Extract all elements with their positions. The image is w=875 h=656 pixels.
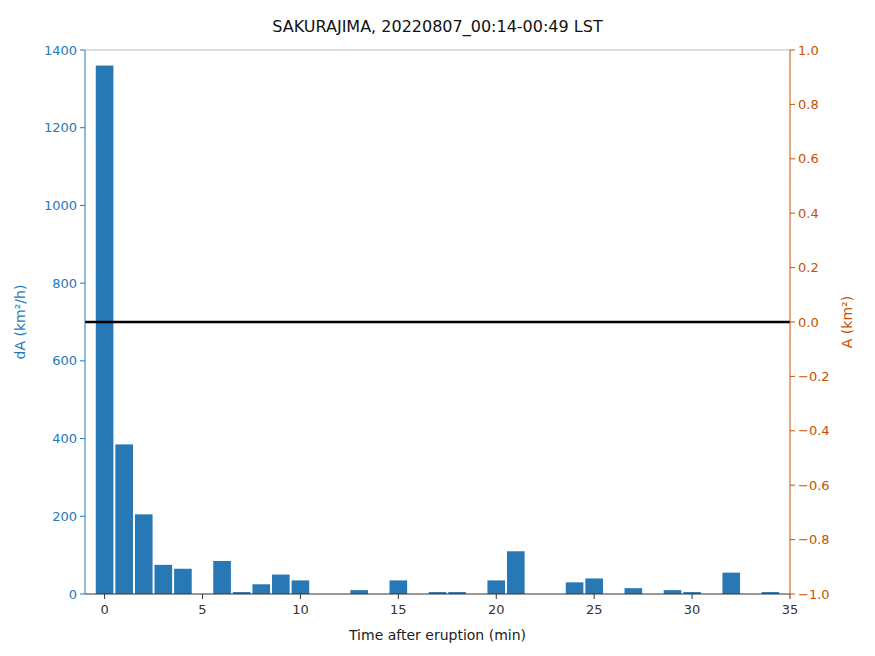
y-axis-line [85, 50, 86, 594]
title: SAKURAJIMA, 20220807_00:14-00:49 LST [272, 17, 603, 37]
y2-tick [790, 267, 795, 268]
x-axis-line [85, 594, 790, 595]
y2-axis-label: A (km²) [839, 296, 855, 348]
bar [566, 582, 584, 594]
x-tick [496, 594, 497, 599]
bar [390, 580, 408, 594]
y-tick [80, 438, 85, 439]
y2-tick [790, 104, 795, 105]
chart: 0 5 10 15 20 25 30 35 0 200 400 600 800 1000 1200 1400 −… [0, 0, 875, 656]
y2-tick [790, 322, 795, 323]
y-tick [80, 127, 85, 128]
bar [252, 584, 270, 594]
y2-tick-label: 0.4 [798, 206, 819, 221]
y-tick [80, 594, 85, 595]
y2-tick-label: −0.8 [798, 532, 830, 547]
bar [487, 580, 505, 594]
y-tick [80, 205, 85, 206]
y-tick-label: 200 [52, 509, 77, 524]
bar [350, 590, 368, 594]
y2-tick-label: −0.6 [798, 478, 830, 493]
reference-lines [85, 322, 790, 323]
bar [507, 551, 525, 594]
bar [115, 444, 133, 594]
y2-tick-label: 0.8 [798, 97, 819, 112]
x-tick-label: 30 [684, 602, 701, 617]
bar [664, 590, 682, 594]
y-tick-label: 1400 [44, 43, 77, 58]
x-tick [300, 594, 301, 599]
y-tick-label: 400 [52, 431, 77, 446]
y2-tick-label: −0.4 [798, 423, 830, 438]
x-tick [790, 594, 791, 599]
x-tick-label: 5 [198, 602, 206, 617]
reference-line [85, 321, 790, 324]
y2-tick-label: 0.6 [798, 151, 819, 166]
bar [272, 575, 290, 594]
bars [96, 66, 779, 594]
y2-tick [790, 430, 795, 431]
x-tick-label: 20 [488, 602, 505, 617]
y2-tick [790, 158, 795, 159]
x-tick-label: 25 [586, 602, 603, 617]
y-tick-label: 600 [52, 353, 77, 368]
y-tick [80, 50, 85, 51]
y-tick-label: 1200 [44, 120, 77, 135]
x-tick-label: 15 [390, 602, 407, 617]
y2-tick [790, 213, 795, 214]
bar [292, 580, 310, 594]
bar [625, 588, 643, 594]
y-axis-label: dA (km²/h) [12, 285, 28, 360]
y2-tick [790, 485, 795, 486]
x-tick-label: 35 [782, 602, 799, 617]
y2-tick-label: 0.0 [798, 315, 819, 330]
y2-tick [790, 376, 795, 377]
bar [174, 569, 192, 594]
y-tick-label: 0 [69, 587, 77, 602]
y2-tick-label: −1.0 [798, 587, 830, 602]
x-tick [594, 594, 595, 599]
y-tick [80, 283, 85, 284]
y2-tick [790, 539, 795, 540]
y2-tick-label: 0.2 [798, 260, 819, 275]
y-tick [80, 360, 85, 361]
top-frame-line [85, 50, 790, 51]
y-tick-label: 800 [52, 276, 77, 291]
bar [213, 561, 231, 594]
x-tick [398, 594, 399, 599]
y-tick [80, 516, 85, 517]
y2-tick-label: 1.0 [798, 43, 819, 58]
y-tick-label: 1000 [44, 198, 77, 213]
x-tick [692, 594, 693, 599]
bar [155, 565, 173, 594]
background [0, 0, 875, 656]
x-tick [104, 594, 105, 599]
x-tick-label: 0 [100, 602, 108, 617]
x-tick-label: 10 [292, 602, 309, 617]
y2-tick [790, 50, 795, 51]
bar [135, 514, 153, 594]
bar [722, 573, 740, 594]
bar [96, 66, 114, 594]
y2-tick [790, 594, 795, 595]
x-axis-label: Time after eruption (min) [348, 627, 526, 643]
x-tick [202, 594, 203, 599]
bar [585, 578, 603, 594]
y2-tick-label: −0.2 [798, 369, 830, 384]
